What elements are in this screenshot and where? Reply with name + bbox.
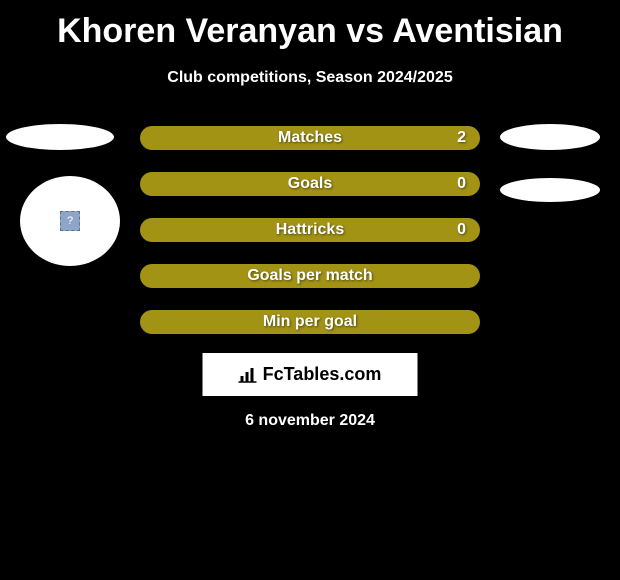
stat-row-goals: Goals 0 <box>140 172 480 196</box>
avatar-placeholder-icon: ? <box>60 211 80 231</box>
player-avatar: ? <box>20 176 120 266</box>
stat-label: Hattricks <box>276 221 344 239</box>
stat-row-matches: Matches 2 <box>140 126 480 150</box>
stat-value: 0 <box>457 221 466 239</box>
stat-row-hattricks: Hattricks 0 <box>140 218 480 242</box>
date-label: 6 november 2024 <box>245 412 375 430</box>
stat-label: Min per goal <box>263 313 357 331</box>
decoration-ellipse-left-1 <box>6 124 114 150</box>
page-title: Khoren Veranyan vs Aventisian <box>0 0 620 51</box>
stat-label: Matches <box>278 129 342 147</box>
fctables-logo[interactable]: FcTables.com <box>203 353 418 396</box>
stat-label: Goals per match <box>247 267 372 285</box>
stat-label: Goals <box>288 175 332 193</box>
stats-container: Matches 2 Goals 0 Hattricks 0 Goals per … <box>140 126 480 356</box>
chart-icon <box>239 366 259 384</box>
stat-row-goals-per-match: Goals per match <box>140 264 480 288</box>
stat-value: 2 <box>457 129 466 147</box>
stat-value: 0 <box>457 175 466 193</box>
decoration-ellipse-right-1 <box>500 124 600 150</box>
stat-row-min-per-goal: Min per goal <box>140 310 480 334</box>
page-subtitle: Club competitions, Season 2024/2025 <box>0 69 620 87</box>
decoration-ellipse-right-2 <box>500 178 600 202</box>
logo-text: FcTables.com <box>239 364 382 385</box>
logo-label: FcTables.com <box>263 364 382 385</box>
